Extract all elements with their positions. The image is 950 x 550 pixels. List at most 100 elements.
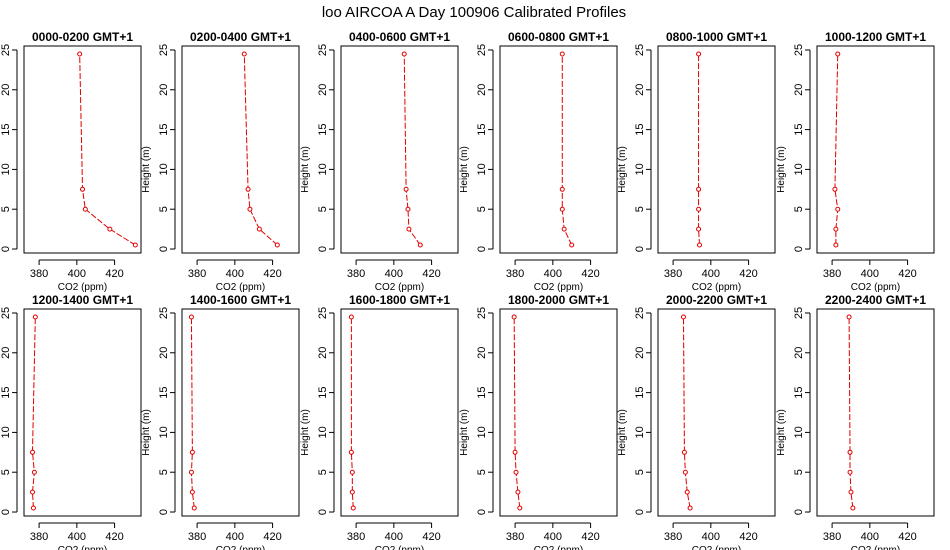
x-tick-label: 420 (581, 531, 599, 543)
data-point (80, 186, 85, 192)
profile-line (79, 53, 136, 246)
y-tick-label: 10 (158, 163, 170, 175)
y-tick-label: 0 (158, 509, 170, 515)
y-tick-label: 0 (317, 509, 329, 515)
x-axis-label: CO2 (ppm) (534, 545, 583, 550)
data-point (682, 469, 688, 475)
plot-frame (23, 45, 142, 254)
x-tick-label: 380 (506, 268, 524, 280)
y-axis-label: Height (m) (776, 409, 787, 456)
x-tick-label: 400 (544, 531, 562, 543)
data-point (403, 186, 409, 192)
data-point (189, 449, 195, 455)
data-point (188, 314, 194, 320)
y-axis-label: Height (m) (459, 146, 470, 193)
panel-title: 1400-1600 GMT+1 (190, 293, 291, 307)
x-tick-label: 380 (506, 531, 524, 543)
data-point (191, 505, 197, 511)
data-point (512, 449, 518, 455)
panels-group: 0000-0200 GMT+1 0 5 10 15 20 25 380 400 420 CO2 (p… (0, 30, 935, 550)
data-point (848, 489, 854, 495)
profile-line (350, 316, 354, 509)
data-point (406, 226, 412, 232)
x-tick-label: 380 (347, 531, 365, 543)
y-tick-label: 0 (793, 246, 805, 252)
data-point (687, 505, 693, 511)
y-tick-label: 0 (793, 509, 805, 515)
y-axis-label: Height (m) (300, 409, 311, 456)
data-point (274, 242, 280, 248)
y-tick-label: 25 (0, 44, 12, 56)
panel-title: 0000-0200 GMT+1 (32, 30, 133, 44)
y-tick-label: 10 (476, 426, 488, 438)
x-tick-label: 380 (30, 268, 48, 280)
y-tick-label: 5 (634, 469, 646, 475)
x-tick-label: 380 (664, 531, 682, 543)
y-tick-label: 20 (0, 347, 12, 359)
y-tick-label: 5 (0, 469, 12, 475)
y-tick-label: 20 (793, 347, 805, 359)
x-tick-label: 400 (68, 268, 86, 280)
y-tick-label: 25 (317, 44, 329, 56)
data-point (348, 314, 354, 320)
y-tick-label: 10 (317, 426, 329, 438)
data-point (561, 226, 567, 232)
x-tick-label: 420 (581, 268, 599, 280)
y-tick-label: 5 (634, 206, 646, 212)
y-tick-label: 10 (317, 163, 329, 175)
x-tick-label: 400 (544, 268, 562, 280)
y-tick-label: 5 (793, 206, 805, 212)
y-tick-label: 0 (634, 246, 646, 252)
data-point (684, 489, 690, 495)
y-tick-label: 10 (793, 426, 805, 438)
data-point (348, 449, 354, 455)
y-tick-label: 20 (634, 347, 646, 359)
plot-frame (181, 45, 300, 254)
y-tick-label: 25 (476, 44, 488, 56)
y-axis-label: Height (m) (141, 409, 152, 456)
profile-line (848, 316, 854, 509)
panel-2: 0200-0400 GMT+1 0 5 10 15 20 25 380 400 420 CO2 (p… (141, 30, 300, 293)
y-tick-label: 0 (634, 509, 646, 515)
data-point (569, 242, 575, 248)
panel-title: 1600-1800 GMT+1 (349, 293, 450, 307)
y-tick-label: 15 (317, 386, 329, 398)
x-tick-label: 400 (702, 268, 720, 280)
y-tick-label: 20 (634, 84, 646, 96)
x-tick-label: 420 (422, 531, 440, 543)
y-tick-label: 10 (476, 163, 488, 175)
figure-title: loo AIRCOA A Day 100906 Calibrated Profi… (322, 4, 626, 21)
data-point (401, 51, 407, 57)
data-point (680, 314, 686, 320)
y-tick-label: 5 (793, 469, 805, 475)
data-point (517, 505, 523, 511)
y-tick-label: 0 (317, 246, 329, 252)
data-point (241, 51, 247, 57)
data-point (82, 206, 88, 212)
panel-title: 0400-0600 GMT+1 (349, 30, 450, 44)
profile-line (698, 53, 701, 246)
plot-frame (499, 308, 618, 517)
panel-title: 1800-2000 GMT+1 (508, 293, 609, 307)
panel-9: 1600-1800 GMT+1 0 5 10 15 20 25 380 400 420 CO2 (p… (300, 293, 459, 550)
plot-frame (181, 308, 300, 517)
y-tick-label: 20 (158, 84, 170, 96)
x-tick-label: 420 (898, 268, 916, 280)
y-tick-label: 5 (317, 206, 329, 212)
panel-11: 2000-2200 GMT+1 0 5 10 15 20 25 380 400 420 CO2 (p… (617, 293, 776, 550)
y-tick-label: 10 (0, 426, 12, 438)
y-tick-label: 15 (634, 123, 646, 135)
data-point (256, 226, 262, 232)
x-tick-label: 400 (861, 531, 879, 543)
y-tick-label: 20 (0, 84, 12, 96)
data-point (681, 449, 687, 455)
plot-frame (23, 308, 142, 517)
y-tick-label: 20 (317, 84, 329, 96)
x-tick-label: 380 (30, 531, 48, 543)
profile-line (834, 53, 839, 246)
y-tick-label: 0 (476, 509, 488, 515)
data-point (349, 489, 355, 495)
x-axis-label: CO2 (ppm) (534, 282, 583, 293)
x-tick-label: 420 (105, 531, 123, 543)
y-axis-label: Height (m) (617, 409, 628, 456)
